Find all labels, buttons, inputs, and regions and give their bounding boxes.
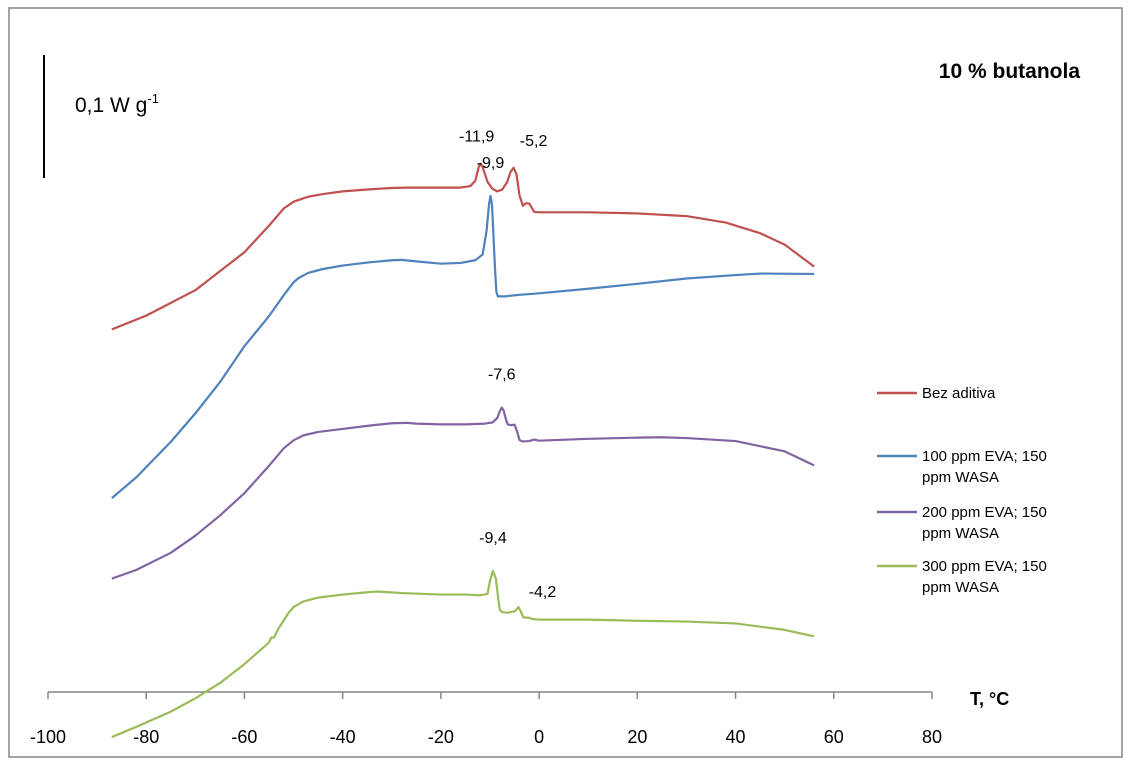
scale-bar-label: 0,1 W g-1 [75, 91, 159, 117]
chart-title: 10 % butanola [939, 60, 1081, 83]
series-line-1 [111, 162, 815, 331]
scale-bar-value: 0,1 W g [75, 94, 147, 117]
x-axis-ticks: -100 -80 -60 -40 -20 0 20 40 60 80 [30, 692, 942, 747]
x-tick-label: 0 [534, 727, 544, 747]
x-tick-label: -80 [133, 727, 159, 747]
series-line-2 [111, 194, 815, 499]
scale-bar-superscript: -1 [147, 91, 159, 106]
legend-label-1: Bez aditiva [922, 385, 996, 402]
series-line-3 [111, 406, 815, 580]
legend: Bez aditiva 100 ppm EVA; 150 ppm WASA 200 p… [877, 385, 1047, 596]
x-tick-label: -20 [428, 727, 454, 747]
peak-annotations: -11,9 -5,2 -9,9 -7,6 -9,4 -4,2 [459, 129, 556, 601]
x-axis-title: T, °C [970, 689, 1009, 709]
x-tick-label: 40 [726, 727, 746, 747]
chart-border [8, 7, 1123, 758]
x-tick-label: -40 [330, 727, 356, 747]
peak-label: -9,4 [479, 530, 507, 547]
series-line-4 [111, 569, 815, 739]
x-tick-label: -100 [30, 727, 66, 747]
peak-label: -7,6 [488, 367, 516, 384]
peak-label: -4,2 [529, 584, 557, 601]
peak-label: -11,9 [459, 129, 494, 146]
peak-label: -9,9 [477, 155, 505, 172]
x-tick-label: 80 [922, 727, 942, 747]
legend-label-2: 100 ppm EVA; 150 ppm WASA [922, 448, 1047, 486]
legend-label-4: 300 ppm EVA; 150 ppm WASA [922, 558, 1047, 596]
series-lines [111, 162, 815, 739]
x-tick-label: 60 [824, 727, 844, 747]
x-tick-label: 20 [627, 727, 647, 747]
peak-label: -5,2 [520, 133, 548, 150]
x-tick-label: -60 [231, 727, 257, 747]
legend-label-3: 200 ppm EVA; 150 ppm WASA [922, 504, 1047, 542]
x-axis: -100 -80 -60 -40 -20 0 20 40 60 80 [30, 691, 942, 747]
